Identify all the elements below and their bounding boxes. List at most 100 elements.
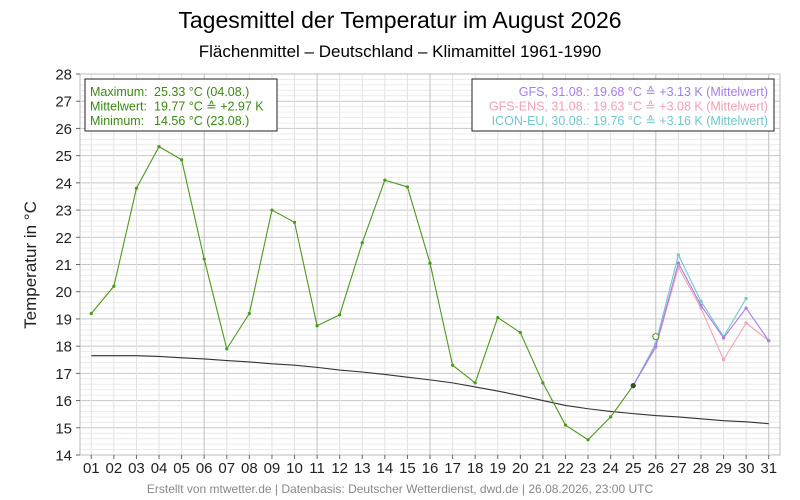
y-tick-label: 16 bbox=[55, 393, 72, 410]
current-value-marker bbox=[630, 383, 636, 389]
data-point-observed bbox=[134, 186, 139, 190]
tick-labels: 14 15 16 17 18 19 20 21 22 23 24 25 26 27 28 01 02 03 04 05… bbox=[55, 67, 777, 478]
data-point-observed bbox=[180, 158, 184, 162]
stats-value: 25.33 °C (04.08.) bbox=[154, 85, 249, 99]
data-point-observed bbox=[360, 241, 364, 245]
y-tick-label: 22 bbox=[55, 230, 72, 247]
series-line-climate bbox=[91, 355, 769, 425]
x-tick-label: 29 bbox=[715, 460, 732, 477]
x-tick-label: 07 bbox=[218, 460, 235, 477]
data-point-observed bbox=[247, 311, 251, 316]
x-tick-label: 31 bbox=[760, 460, 777, 477]
data-point-observed bbox=[157, 145, 161, 149]
data-point-observed bbox=[496, 315, 500, 320]
data-point-icon_eu bbox=[699, 299, 703, 303]
y-tick-label: 20 bbox=[55, 284, 72, 301]
data-point-observed bbox=[383, 178, 387, 182]
stats-label: Minimum: bbox=[90, 114, 144, 128]
stats-label: Mittelwert: bbox=[90, 100, 147, 114]
y-tick-label: 21 bbox=[55, 257, 72, 274]
forecast-box-frame bbox=[471, 78, 775, 132]
data-point-observed bbox=[225, 347, 229, 351]
y-tick-label: 18 bbox=[55, 339, 72, 356]
x-tick-label: 05 bbox=[173, 460, 190, 477]
y-tick-label: 28 bbox=[55, 67, 72, 84]
x-tick-label: 03 bbox=[128, 460, 145, 477]
x-tick-label: 24 bbox=[602, 460, 619, 477]
y-tick-label: 27 bbox=[55, 94, 72, 111]
x-tick-label: 08 bbox=[241, 460, 258, 477]
data-point-gfs bbox=[699, 303, 703, 307]
data-point-observed bbox=[473, 381, 477, 385]
data-point-observed bbox=[112, 284, 116, 288]
data-point-gfs bbox=[721, 336, 726, 340]
data-point-observed bbox=[586, 438, 590, 442]
x-tick-label: 01 bbox=[83, 460, 100, 477]
axes bbox=[76, 73, 781, 459]
data-point-gfs bbox=[676, 261, 680, 265]
data-point-gfs_ens bbox=[721, 358, 726, 362]
x-tick-label: 11 bbox=[309, 460, 325, 477]
x-tick-label: 26 bbox=[647, 460, 664, 477]
x-tick-label: 30 bbox=[738, 460, 755, 477]
x-tick-label: 10 bbox=[286, 460, 303, 477]
y-tick-label: 15 bbox=[55, 420, 72, 437]
data-point-observed bbox=[450, 363, 455, 367]
series-layer bbox=[89, 145, 771, 442]
data-point-gfs bbox=[767, 339, 771, 343]
data-point-observed bbox=[563, 423, 568, 427]
x-tick-label: 12 bbox=[331, 460, 348, 477]
x-tick-label: 22 bbox=[557, 460, 574, 477]
series-line-icon_eu bbox=[632, 254, 747, 386]
x-tick-label: 17 bbox=[444, 460, 461, 477]
stats-value: 14.56 °C (23.08.) bbox=[154, 114, 249, 128]
data-point-gfs bbox=[654, 344, 658, 348]
data-point-gfs bbox=[744, 306, 748, 310]
forecast-start-marker bbox=[652, 333, 660, 341]
y-tick-label: 14 bbox=[55, 448, 72, 465]
x-tick-label: 02 bbox=[106, 460, 123, 477]
data-point-observed bbox=[315, 324, 319, 328]
x-tick-label: 09 bbox=[264, 460, 281, 477]
data-point-observed bbox=[405, 185, 410, 189]
data-point-observed bbox=[338, 313, 342, 317]
x-tick-label: 04 bbox=[151, 460, 168, 477]
chart-subtitle: Flächenmittel – Deutschland – Klimamitte… bbox=[199, 42, 602, 61]
forecast-legend-box: GFS, 31.08.: 19.68 °C ≙ +3.13 K (Mittelw… bbox=[471, 78, 775, 132]
forecast-legend-entry: ICON-EU, 30.08.: 19.76 °C ≙ +3.16 K (Mit… bbox=[492, 114, 768, 128]
y-tick-label: 24 bbox=[55, 175, 72, 192]
x-tick-label: 27 bbox=[670, 460, 687, 477]
data-point-icon_eu bbox=[676, 253, 680, 257]
footer-credit: Erstellt von mtwetter.de | Datenbasis: D… bbox=[147, 482, 654, 496]
grid-lines bbox=[80, 73, 780, 456]
data-point-observed bbox=[428, 261, 432, 265]
y-tick-label: 23 bbox=[55, 203, 72, 220]
x-tick-label: 15 bbox=[399, 460, 416, 477]
data-point-observed bbox=[202, 257, 206, 261]
y-axis-label: Temperatur in °C bbox=[21, 201, 40, 329]
data-point-observed bbox=[518, 330, 522, 335]
data-point-observed bbox=[541, 381, 545, 385]
forecast-legend-entry: GFS, 31.08.: 19.68 °C ≙ +3.13 K (Mittelw… bbox=[519, 85, 768, 99]
data-point-observed bbox=[270, 208, 274, 212]
x-tick-label: 25 bbox=[625, 460, 642, 477]
data-point-icon_eu bbox=[744, 296, 748, 301]
x-tick-label: 28 bbox=[693, 460, 710, 477]
x-tick-label: 06 bbox=[196, 460, 213, 477]
data-point-observed bbox=[609, 415, 613, 419]
data-point-gfs_ens bbox=[744, 321, 748, 325]
x-tick-label: 20 bbox=[512, 460, 529, 477]
stats-box-frame bbox=[84, 78, 278, 132]
data-point-observed bbox=[89, 311, 93, 316]
stats-box: Maximum: 25.33 °C (04.08.) Mittelwert: 19.7… bbox=[84, 78, 278, 132]
x-tick-label: 16 bbox=[422, 460, 439, 477]
x-tick-label: 13 bbox=[354, 460, 371, 477]
y-tick-label: 17 bbox=[55, 366, 72, 383]
data-point-observed bbox=[292, 220, 297, 224]
y-tick-label: 26 bbox=[55, 121, 72, 138]
stats-value: 19.77 °C ≙ +2.97 K bbox=[154, 100, 264, 114]
x-tick-label: 21 bbox=[535, 460, 552, 477]
x-tick-label: 14 bbox=[376, 460, 393, 477]
x-tick-label: 19 bbox=[489, 460, 506, 477]
